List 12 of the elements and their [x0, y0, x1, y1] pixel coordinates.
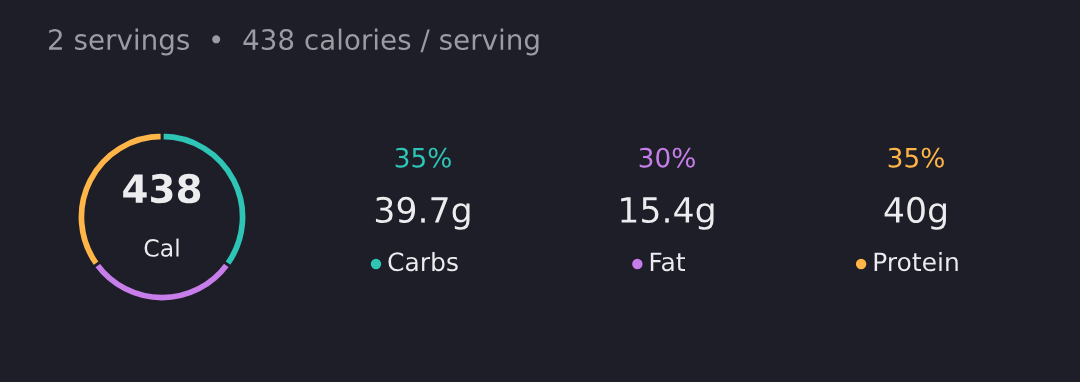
legend-label: Protein [874, 251, 958, 272]
text: 35% [888, 147, 944, 168]
text: Cal [144, 238, 179, 257]
legend-label: Carbs [388, 251, 458, 272]
text: 35% [395, 147, 451, 168]
text: 40g [884, 196, 946, 230]
text: 15.4g [621, 197, 714, 230]
text: 30% [639, 147, 695, 168]
text: 39.7g [375, 196, 470, 230]
chart-title: 2 servings • 438 calories / serving [49, 28, 539, 56]
legend-label: Fat [650, 252, 686, 272]
text: 438 [123, 173, 201, 204]
